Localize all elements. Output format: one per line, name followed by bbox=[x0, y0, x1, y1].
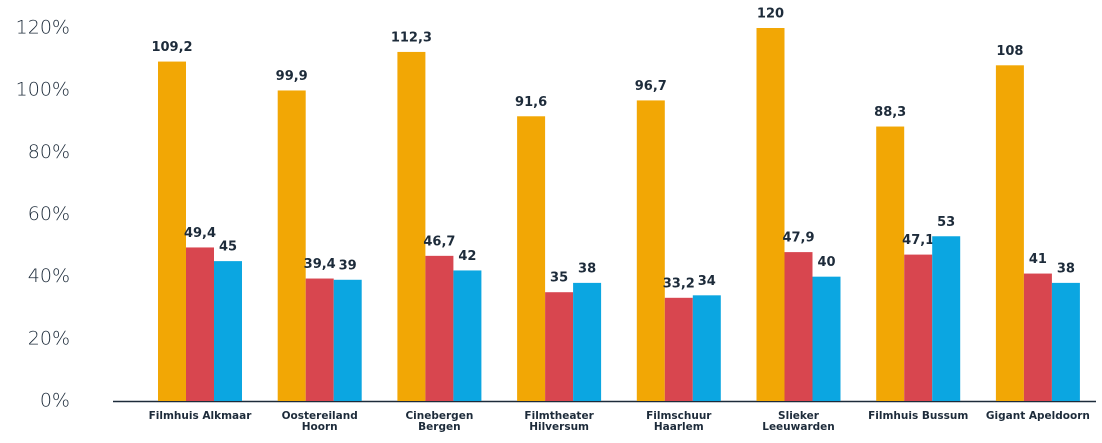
bar bbox=[784, 252, 813, 401]
bar bbox=[692, 295, 721, 401]
data-label: 33,2 bbox=[663, 276, 695, 291]
data-label: 39,4 bbox=[304, 257, 336, 272]
y-tick-label: 40% bbox=[28, 265, 70, 287]
bar bbox=[995, 65, 1024, 402]
bar bbox=[1023, 273, 1052, 401]
x-tick-label: Gigant Apeldoorn bbox=[985, 410, 1090, 422]
x-tick-label: Slieker Leeuwarden bbox=[762, 410, 835, 433]
data-label: 45 bbox=[219, 240, 237, 255]
bar bbox=[1051, 282, 1080, 401]
data-label: 38 bbox=[1057, 261, 1075, 276]
bar bbox=[932, 236, 961, 401]
bar bbox=[333, 279, 362, 401]
data-label: 46,7 bbox=[423, 234, 455, 249]
y-tick-label: 80% bbox=[28, 141, 70, 163]
x-tick-label: Oostereiland Hoorn bbox=[281, 410, 358, 433]
data-label: 40 bbox=[817, 255, 835, 270]
bar bbox=[664, 297, 693, 401]
bar bbox=[158, 61, 186, 401]
data-label: 112,3 bbox=[391, 30, 432, 45]
bar bbox=[876, 126, 905, 401]
data-label: 120 bbox=[757, 7, 784, 22]
x-tick-label: Cinebergen Bergen bbox=[405, 410, 474, 433]
data-label: 34 bbox=[698, 274, 716, 289]
data-label: 99,9 bbox=[276, 69, 308, 84]
bar bbox=[517, 116, 546, 401]
data-label: 47,1 bbox=[902, 233, 934, 248]
x-tick-label: Filmhuis Bussum bbox=[868, 410, 969, 422]
bar bbox=[305, 278, 334, 401]
bar bbox=[453, 270, 482, 401]
y-tick-label: 20% bbox=[28, 327, 70, 349]
bar bbox=[545, 292, 574, 401]
bar bbox=[397, 51, 426, 401]
bar bbox=[756, 28, 785, 401]
bar bbox=[573, 282, 602, 401]
bar bbox=[214, 261, 242, 401]
bar bbox=[425, 255, 454, 401]
data-label: 108 bbox=[996, 44, 1023, 59]
data-label: 39 bbox=[339, 258, 357, 273]
data-label: 53 bbox=[937, 215, 955, 230]
data-label: 96,7 bbox=[635, 79, 667, 94]
bar bbox=[812, 276, 841, 401]
y-tick-label: 100% bbox=[16, 79, 70, 101]
x-tick-label: Filmhuis Alkmaar bbox=[148, 410, 252, 422]
data-label: 49,4 bbox=[184, 226, 216, 241]
y-tick-label: 120% bbox=[16, 17, 70, 39]
x-tick-label: Filmschuur Haarlem bbox=[646, 410, 712, 433]
bar bbox=[904, 254, 933, 401]
data-label: 47,9 bbox=[782, 231, 814, 246]
data-label: 35 bbox=[550, 271, 568, 286]
y-tick-label: 0% bbox=[40, 390, 70, 412]
data-label: 88,3 bbox=[874, 105, 906, 120]
bar bbox=[186, 247, 214, 401]
y-tick-label: 60% bbox=[28, 203, 70, 225]
data-label: 41 bbox=[1029, 252, 1047, 267]
bar bbox=[636, 100, 665, 401]
data-label: 38 bbox=[578, 261, 596, 276]
x-tick-label: Filmtheater Hilversum bbox=[524, 410, 594, 433]
data-label: 109,2 bbox=[151, 40, 192, 55]
bar bbox=[277, 90, 306, 401]
data-label: 42 bbox=[458, 249, 476, 264]
data-label: 91,6 bbox=[515, 95, 547, 110]
